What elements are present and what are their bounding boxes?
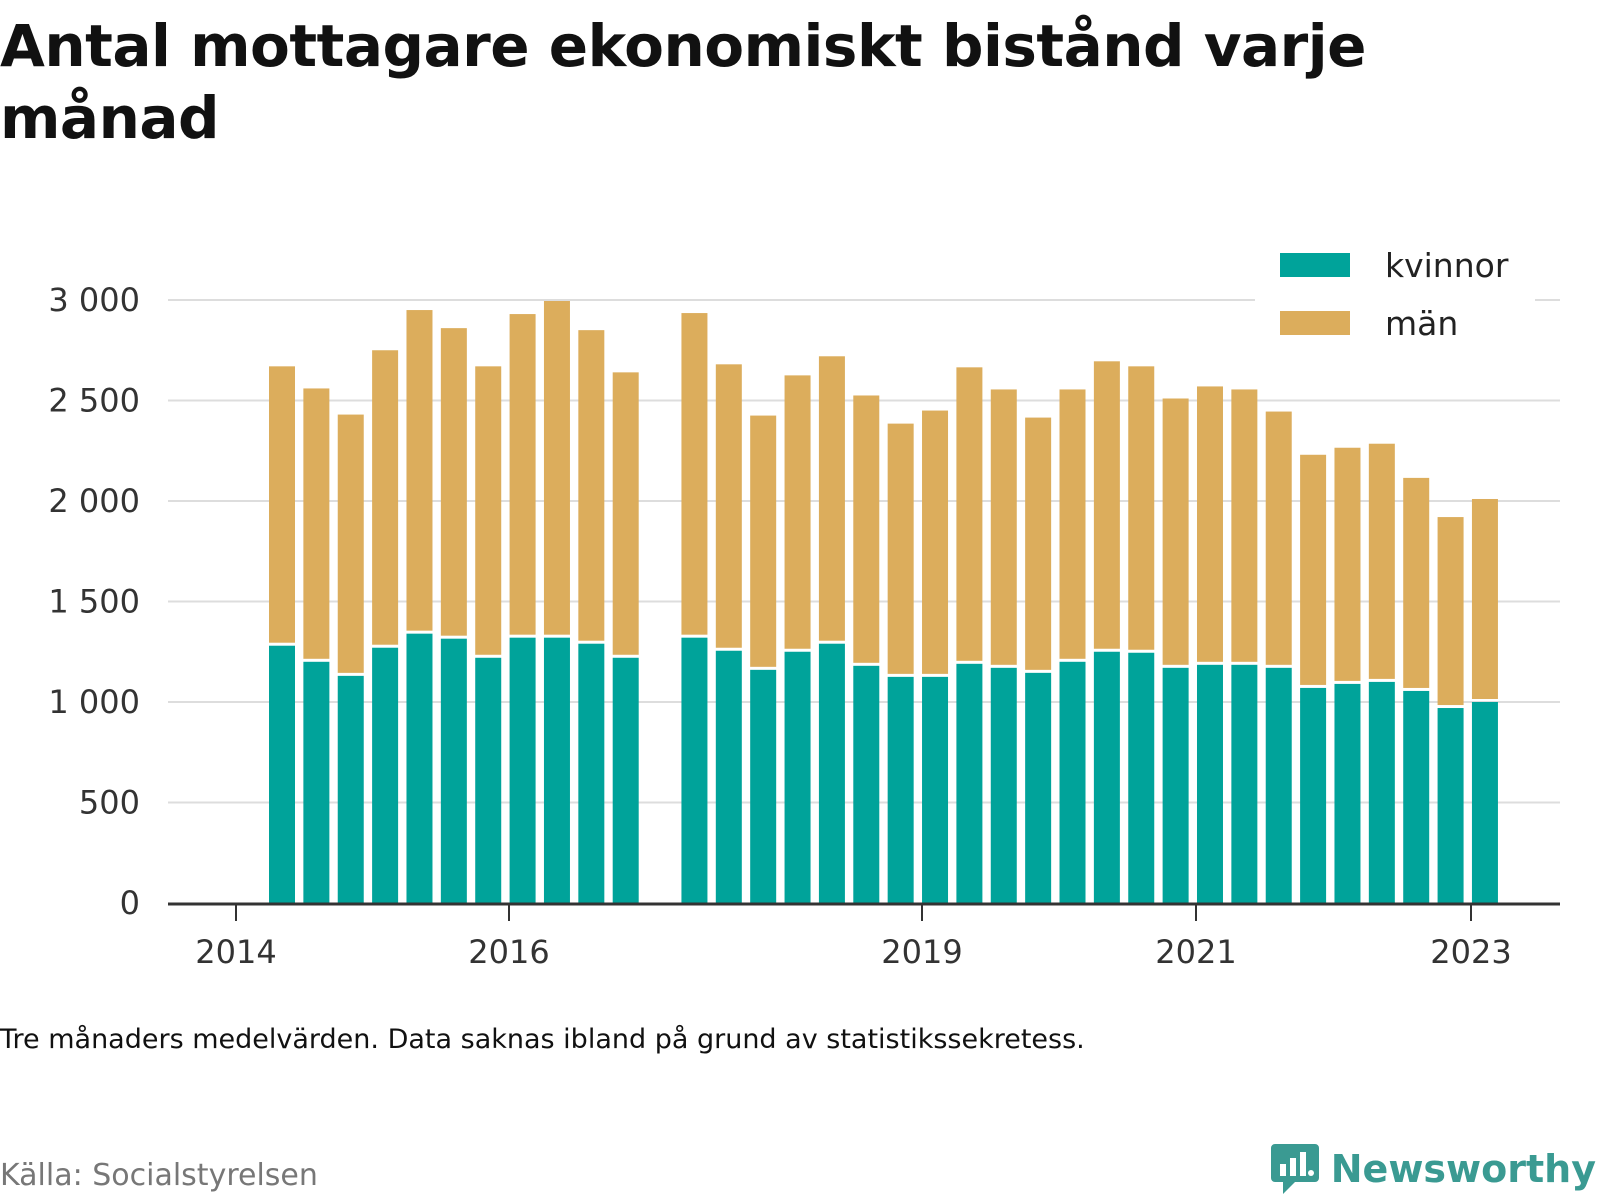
y-tick-label: 0 [120, 884, 140, 922]
bar-man [818, 356, 845, 641]
bar-kvinnor [681, 637, 708, 903]
bar-kvinnor [1162, 667, 1189, 903]
y-tick-label: 2 500 [48, 382, 140, 420]
bar-man [1368, 443, 1395, 679]
bar-kvinnor [1265, 667, 1292, 903]
bar-kvinnor [1059, 661, 1086, 903]
bar-man [578, 330, 605, 641]
bar-man [1437, 517, 1464, 706]
newsworthy-logo-icon [1270, 1144, 1319, 1194]
legend-label: män [1385, 304, 1458, 343]
bar-kvinnor [269, 645, 295, 903]
bar-man [990, 389, 1017, 665]
x-tick-label: 2021 [1155, 933, 1236, 971]
bar-kvinnor [887, 676, 914, 903]
bar-kvinnor [303, 661, 330, 903]
y-tick-label: 1 500 [48, 583, 140, 621]
source-text: Källa: Socialstyrelsen [0, 1158, 318, 1193]
chart-title: Antal mottagare ekonomiskt bistånd varje… [0, 12, 1367, 152]
bar-man [1196, 386, 1223, 662]
legend: kvinnor män [1255, 232, 1535, 350]
bar-man [1403, 477, 1430, 688]
bar-series [269, 301, 1498, 903]
bar-man [372, 350, 399, 645]
bar-man [303, 388, 330, 659]
bar-kvinnor [1437, 708, 1464, 903]
bar-kvinnor [990, 667, 1017, 903]
bar-kvinnor [922, 676, 949, 903]
bar-man [509, 314, 536, 635]
bar-kvinnor [1334, 683, 1361, 903]
bar-kvinnor [715, 650, 742, 903]
bar-man [956, 367, 983, 661]
bar-kvinnor [1471, 702, 1498, 903]
bar-kvinnor [440, 638, 467, 903]
bar-man [853, 395, 880, 663]
bar-kvinnor [1231, 664, 1258, 903]
y-tick-label: 500 [79, 784, 140, 822]
legend-swatch [1280, 253, 1350, 277]
x-tick-label: 2023 [1430, 933, 1511, 971]
bar-man [1093, 361, 1120, 649]
bar-man [1265, 411, 1292, 665]
legend-swatch [1280, 311, 1350, 335]
bar-kvinnor [578, 643, 605, 903]
bar-kvinnor [818, 643, 845, 903]
bar-kvinnor [1368, 681, 1395, 903]
bar-kvinnor [612, 657, 639, 903]
bar-man [922, 410, 949, 674]
bar-kvinnor [1403, 690, 1430, 903]
bar-man [1059, 389, 1086, 659]
bar-man [784, 375, 811, 649]
bar-man [715, 364, 742, 648]
x-tick-label: 2014 [195, 933, 276, 971]
bar-man [337, 414, 364, 673]
x-tick-label: 2016 [468, 933, 549, 971]
bar-kvinnor [1025, 672, 1052, 903]
chart-note: Tre månaders medelvärden. Data saknas ib… [0, 1024, 1085, 1055]
bar-man [1162, 398, 1189, 665]
bar-man [1300, 454, 1327, 685]
bar-man [475, 366, 502, 655]
bar-kvinnor [853, 665, 880, 903]
grid-lines: 0 500 1 000 1 500 2 000 2 500 3 000 [48, 281, 1560, 922]
bar-kvinnor [372, 647, 399, 903]
bar-kvinnor [1093, 651, 1120, 903]
brand-logo: Newsworthy [1269, 1140, 1596, 1198]
bar-kvinnor [406, 633, 433, 903]
bar-kvinnor [1300, 687, 1327, 903]
bar-man [1334, 447, 1361, 681]
x-tick-label: 2019 [881, 933, 962, 971]
bar-man [440, 328, 467, 636]
bar-kvinnor [475, 657, 502, 903]
bar-kvinnor [750, 669, 777, 903]
bar-kvinnor [509, 637, 536, 903]
bar-man [406, 310, 433, 631]
bar-man [1471, 498, 1498, 699]
bar-man [1025, 417, 1052, 670]
bar-man [1128, 366, 1155, 650]
bar-man [612, 372, 639, 655]
bar-kvinnor [543, 637, 570, 903]
y-tick-label: 2 000 [48, 482, 140, 520]
bar-man [269, 366, 295, 643]
bar-kvinnor [337, 675, 364, 903]
legend-label: kvinnor [1385, 246, 1509, 285]
y-tick-label: 1 000 [48, 683, 140, 721]
bar-kvinnor [784, 651, 811, 903]
bar-man [750, 415, 777, 667]
bar-man [1231, 389, 1258, 662]
bar-man [543, 301, 570, 635]
bar-man [887, 423, 914, 674]
axes: 2014 2016 2019 2021 2023 [168, 902, 1560, 971]
bar-man [681, 313, 708, 635]
bar-kvinnor [956, 663, 983, 903]
y-tick-label: 3 000 [48, 281, 140, 319]
brand-name: Newsworthy [1330, 1147, 1596, 1191]
bar-kvinnor [1196, 664, 1223, 903]
bar-kvinnor [1128, 652, 1155, 903]
